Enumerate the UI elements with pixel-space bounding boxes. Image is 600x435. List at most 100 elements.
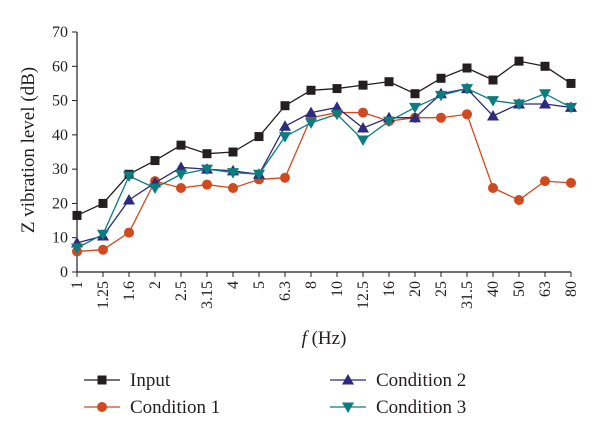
x-tick-label: 12.5 xyxy=(355,281,372,309)
axes: 0 10 20 30 40 50 60 70 1 1.25 1.6 2 2.5 3.15 4 5 6.3 8 10 1… xyxy=(52,24,580,309)
data-point-input xyxy=(150,156,160,166)
y-tick-label: 20 xyxy=(52,195,68,212)
data-point-input xyxy=(254,132,264,142)
y-tick-label: 30 xyxy=(52,161,68,178)
x-tick-label: 1 xyxy=(69,281,86,289)
data-point-condition-1 xyxy=(436,112,446,123)
series-layer xyxy=(71,56,577,257)
data-point-condition-2 xyxy=(487,110,499,121)
data-point-input xyxy=(410,89,420,99)
data-point-input xyxy=(98,198,108,208)
legend-item-input: Input xyxy=(84,370,171,391)
data-point-condition-3 xyxy=(357,135,369,146)
data-point-input xyxy=(280,101,290,111)
data-point-input xyxy=(462,63,472,73)
data-point-condition-3 xyxy=(539,89,551,100)
legend-label: Condition 3 xyxy=(376,397,466,418)
data-point-condition-3 xyxy=(565,102,577,114)
data-point-input xyxy=(228,147,238,157)
data-point-input xyxy=(436,73,446,83)
x-tick-label: 10 xyxy=(329,281,346,297)
legend-label: Condition 2 xyxy=(376,370,466,391)
data-point-input xyxy=(202,149,212,159)
x-axis-label-variable: f xyxy=(302,328,310,349)
data-point-input xyxy=(358,80,368,90)
data-point-condition-3 xyxy=(227,168,239,179)
data-point-condition-3 xyxy=(487,96,499,107)
y-tick-label: 0 xyxy=(60,264,68,281)
x-tick-label: 1.6 xyxy=(121,281,138,301)
x-tick-label: 2 xyxy=(147,281,164,289)
data-point-condition-3 xyxy=(513,99,525,110)
y-tick-label: 50 xyxy=(52,93,68,110)
data-point-condition-2 xyxy=(279,120,291,131)
data-point-condition-1 xyxy=(358,107,368,118)
data-point-condition-3 xyxy=(435,90,447,102)
x-tick-label: 16 xyxy=(381,281,398,297)
data-point-condition-3 xyxy=(279,132,291,143)
x-tick-label: 1.25 xyxy=(95,281,112,309)
data-point-condition-1 xyxy=(280,172,290,183)
data-point-condition-3 xyxy=(149,183,161,194)
legend-label: Condition 1 xyxy=(130,397,220,418)
data-point-input xyxy=(306,85,316,95)
data-point-input xyxy=(176,140,186,150)
series-input xyxy=(72,56,576,220)
x-tick-label: 50 xyxy=(511,281,528,297)
data-point-condition-3 xyxy=(331,109,343,121)
y-tick-label: 40 xyxy=(52,127,68,144)
data-point-input xyxy=(488,75,498,85)
y-axis-label: Z vibration level (dB) xyxy=(18,67,39,233)
data-point-condition-1 xyxy=(228,183,238,193)
legend-item-condition-2: Condition 2 xyxy=(330,370,466,391)
data-point-input xyxy=(514,56,524,66)
series-line-condition-3 xyxy=(76,87,572,249)
data-point-condition-2 xyxy=(331,101,343,112)
legend-marker xyxy=(97,402,107,412)
series-line-condition-2 xyxy=(76,87,572,244)
data-point-condition-2 xyxy=(175,161,187,172)
data-point-input xyxy=(566,78,576,88)
x-tick-label: 8 xyxy=(303,281,320,289)
legend: Input Condition 1 Condition 2 Condition 3 xyxy=(84,370,466,418)
legend-marker xyxy=(342,402,354,413)
data-point-condition-3 xyxy=(409,102,421,114)
x-tick-label: 5 xyxy=(251,281,268,289)
legend-item-condition-1: Condition 1 xyxy=(84,397,220,418)
data-point-condition-3 xyxy=(461,84,473,95)
data-point-condition-3 xyxy=(123,171,135,182)
y-tick-label: 60 xyxy=(52,58,68,75)
legend-label: Input xyxy=(130,370,171,391)
data-point-condition-1 xyxy=(566,177,576,188)
legend-item-condition-3: Condition 3 xyxy=(330,397,466,418)
data-point-condition-3 xyxy=(97,229,109,241)
x-tick-label: 25 xyxy=(433,281,450,297)
legend-marker xyxy=(342,374,354,385)
y-tick-label: 70 xyxy=(52,24,68,41)
data-point-condition-3 xyxy=(175,169,187,181)
data-point-condition-1 xyxy=(202,179,212,190)
data-point-condition-3 xyxy=(201,164,213,176)
x-tick-label: 6.3 xyxy=(277,281,294,301)
data-point-input xyxy=(540,61,550,71)
data-point-condition-3 xyxy=(383,116,395,128)
x-axis-label: f (Hz) xyxy=(302,328,347,349)
data-point-condition-3 xyxy=(305,118,317,129)
data-point-condition-2 xyxy=(357,122,369,133)
data-point-condition-3 xyxy=(253,169,265,181)
x-tick-label: 63 xyxy=(537,281,554,297)
data-point-condition-2 xyxy=(409,111,421,123)
data-point-condition-1 xyxy=(176,183,186,193)
data-point-condition-1 xyxy=(98,244,108,255)
data-point-condition-1 xyxy=(540,176,550,187)
x-tick-label: 40 xyxy=(485,281,502,297)
data-point-condition-1 xyxy=(514,195,524,205)
data-point-condition-2 xyxy=(305,106,317,118)
x-tick-label: 4 xyxy=(225,281,242,289)
data-point-condition-1 xyxy=(462,109,472,120)
series-condition-3 xyxy=(71,84,577,254)
x-tick-label: 31.5 xyxy=(459,281,476,309)
data-point-condition-2 xyxy=(123,194,135,205)
data-point-input xyxy=(72,210,82,220)
